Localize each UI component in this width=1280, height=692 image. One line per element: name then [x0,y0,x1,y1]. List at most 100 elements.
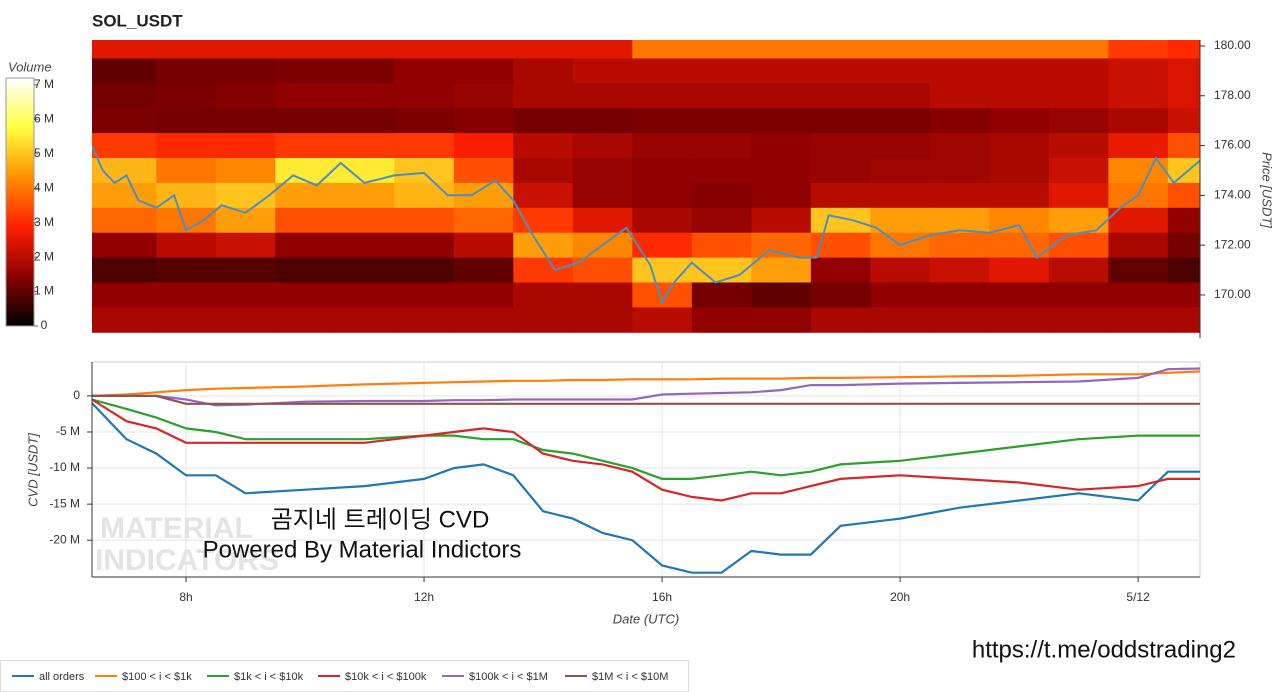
heat-cell [751,232,812,259]
heat-cell [215,282,276,308]
heat-cell [156,257,217,283]
heat-cell [751,108,812,134]
heatmap [92,40,1200,333]
y-tick-label: -20 M [49,532,80,546]
heat-cell [929,133,990,159]
heat-cell [334,58,395,84]
heat-cell [572,158,633,184]
heat-cell [632,108,693,134]
watermark: INDICATORS [95,544,279,577]
heat-cell [1167,83,1200,109]
heat-cell [513,232,574,259]
heat-cell [929,232,990,259]
heat-cell [632,282,693,308]
heat-cell [751,207,812,234]
heat-cell [989,307,1050,333]
heat-cell [394,58,455,84]
x-tick-label: 5/12 [1126,590,1150,604]
heat-cell [156,158,217,184]
heat-cell [275,133,336,159]
y-tick-label: 170.00 [1214,287,1251,301]
heat-cell [572,182,633,209]
heat-cell [513,133,574,159]
heat-cell [1048,282,1109,308]
heat-cell [215,133,276,159]
heat-cell [334,182,395,209]
heat-cell [989,40,1050,59]
heat-cell [215,58,276,84]
legend: all orders $100 < i < $1k $1k < i < $10k $1… [12,671,668,683]
heat-cell [989,182,1050,209]
colorbar-tick-label: 2 M [34,249,54,263]
heat-cell [92,108,157,134]
heat-cell [394,207,455,234]
heat-cell [1167,58,1200,84]
heat-cell [513,207,574,234]
heat-cell [572,257,633,283]
heat-cell [632,182,693,209]
heat-cell [691,158,752,184]
heat-cell [1167,158,1200,184]
heat-cell [572,207,633,234]
y-tick-label: 178.00 [1214,88,1251,102]
heat-cell [394,40,455,59]
heat-cell [1108,282,1169,308]
heat-cell [1108,307,1169,333]
heat-cell [275,207,336,234]
heat-cell [751,282,812,308]
heat-cell [929,40,990,59]
heat-cell [513,83,574,109]
chart-title: SOL_USDT [92,11,183,30]
heat-cell [870,158,931,184]
heat-cell [1048,158,1109,184]
heat-cell [929,108,990,134]
heat-cell [1108,232,1169,259]
annotation: Powered By Material Indictors [203,536,522,563]
heat-cell [394,108,455,134]
heat-cell [989,158,1050,184]
colorbar-tick-label: 7 M [34,77,54,91]
heat-cell [989,58,1050,84]
heat-cell [632,40,693,59]
heat-cell [989,133,1050,159]
heat-cell [453,307,514,333]
heat-cell [334,207,395,234]
heat-cell [810,133,871,159]
cvd-line [92,394,1200,405]
heat-cell [810,40,871,59]
heat-cell [1167,257,1200,283]
heat-cell [751,133,812,159]
heat-cell [394,232,455,259]
heat-cell [513,182,574,209]
heat-cell [156,307,217,333]
x-tick-label: 12h [414,590,434,604]
heat-cell [1048,40,1109,59]
y-tick-label: -15 M [49,496,80,510]
heat-cell [1108,58,1169,84]
heat-cell [1048,58,1109,84]
heat-cell [870,133,931,159]
heat-cell [215,158,276,184]
heat-cell [513,282,574,308]
heat-cell [1167,307,1200,333]
heat-cell [1108,83,1169,109]
heat-cell [275,158,336,184]
heat-cell [810,257,871,283]
heat-cell [632,158,693,184]
y-tick-label: 0 [73,388,80,402]
heat-cell [929,307,990,333]
heat-cell [156,282,217,308]
heat-cell [1048,257,1109,283]
heat-cell [1048,182,1109,209]
heat-cell [453,133,514,159]
heat-cell [1167,40,1200,59]
heat-cell [156,182,217,209]
heat-cell [1048,207,1109,234]
heat-cell [810,207,871,234]
heat-cell [92,133,157,159]
footer-url[interactable]: https://t.me/oddstrading2 [972,636,1236,663]
heat-cell [156,83,217,109]
heat-cell [572,108,633,134]
x-tick-label: 8h [179,590,192,604]
